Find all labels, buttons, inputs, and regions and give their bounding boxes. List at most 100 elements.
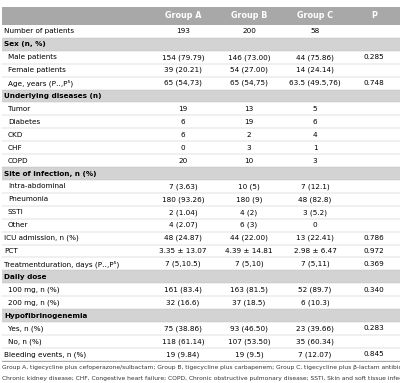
Bar: [150, 103, 216, 115]
Text: 37 (18.5): 37 (18.5): [232, 300, 266, 306]
Bar: [282, 270, 348, 283]
Text: 7 (12.1): 7 (12.1): [301, 183, 329, 190]
Text: 65 (54,73): 65 (54,73): [164, 80, 202, 86]
Bar: [150, 193, 216, 206]
Bar: [216, 90, 282, 103]
Text: Other: Other: [8, 222, 28, 228]
Text: 0: 0: [181, 145, 185, 151]
Text: 4.39 ± 14.81: 4.39 ± 14.81: [225, 248, 273, 254]
Text: 6 (10.3): 6 (10.3): [301, 300, 329, 306]
Bar: [282, 103, 348, 115]
Bar: [216, 167, 282, 180]
Bar: [282, 25, 348, 38]
Bar: [150, 270, 216, 283]
Bar: [348, 219, 400, 232]
Bar: [150, 38, 216, 51]
Bar: [2, 51, 150, 64]
Text: 200 mg, n (%): 200 mg, n (%): [8, 300, 60, 306]
Bar: [2, 296, 150, 309]
Bar: [216, 25, 282, 38]
Text: 146 (73.00): 146 (73.00): [228, 54, 270, 61]
Text: 4 (2.07): 4 (2.07): [169, 222, 197, 228]
Text: 1: 1: [313, 145, 317, 151]
Text: 0.845: 0.845: [364, 351, 384, 357]
Text: 52 (89.7): 52 (89.7): [298, 286, 332, 293]
Text: 19: 19: [178, 106, 188, 112]
Bar: [348, 348, 400, 361]
Bar: [348, 270, 400, 283]
Bar: [348, 167, 400, 180]
Bar: [216, 283, 282, 296]
Text: Group B: Group B: [231, 11, 267, 20]
Bar: [150, 322, 216, 335]
Text: 0.748: 0.748: [364, 80, 384, 86]
Bar: [216, 115, 282, 128]
Bar: [2, 64, 150, 77]
Bar: [150, 77, 216, 90]
Bar: [2, 38, 150, 51]
Bar: [348, 128, 400, 141]
Text: 7 (5,11): 7 (5,11): [301, 261, 329, 267]
Bar: [348, 115, 400, 128]
Bar: [2, 154, 150, 167]
Bar: [282, 90, 348, 103]
Bar: [150, 25, 216, 38]
Bar: [348, 180, 400, 193]
Text: 7 (3.63): 7 (3.63): [169, 183, 197, 190]
Bar: [282, 296, 348, 309]
Bar: [2, 322, 150, 335]
Text: Group A: Group A: [165, 11, 201, 20]
Bar: [216, 64, 282, 77]
Bar: [2, 348, 150, 361]
Text: 48 (82.8): 48 (82.8): [298, 196, 332, 203]
Bar: [282, 219, 348, 232]
Text: 200: 200: [242, 28, 256, 34]
Text: 118 (61.14): 118 (61.14): [162, 338, 204, 345]
Bar: [150, 128, 216, 141]
Bar: [216, 309, 282, 322]
Text: 20: 20: [178, 157, 188, 164]
Bar: [282, 7, 348, 25]
Text: Group C: Group C: [297, 11, 333, 20]
Bar: [348, 77, 400, 90]
Text: 107 (53.50): 107 (53.50): [228, 338, 270, 345]
Bar: [282, 206, 348, 219]
Bar: [282, 38, 348, 51]
Text: Pneumonia: Pneumonia: [8, 196, 48, 202]
Bar: [2, 180, 150, 193]
Bar: [216, 244, 282, 257]
Bar: [348, 309, 400, 322]
Bar: [282, 335, 348, 348]
Text: 19 (9.5): 19 (9.5): [235, 351, 263, 358]
Text: 44 (75.86): 44 (75.86): [296, 54, 334, 61]
Text: 32 (16.6): 32 (16.6): [166, 300, 200, 306]
Bar: [2, 25, 150, 38]
Bar: [348, 7, 400, 25]
Bar: [2, 335, 150, 348]
Bar: [216, 77, 282, 90]
Bar: [2, 283, 150, 296]
Text: 7 (5,10): 7 (5,10): [235, 261, 263, 267]
Text: 161 (83.4): 161 (83.4): [164, 286, 202, 293]
Bar: [150, 348, 216, 361]
Text: 5: 5: [313, 106, 317, 112]
Bar: [216, 206, 282, 219]
Bar: [150, 219, 216, 232]
Bar: [282, 232, 348, 244]
Bar: [216, 51, 282, 64]
Bar: [216, 193, 282, 206]
Bar: [150, 115, 216, 128]
Bar: [216, 141, 282, 154]
Bar: [282, 180, 348, 193]
Bar: [348, 193, 400, 206]
Text: 0.283: 0.283: [364, 326, 384, 332]
Bar: [282, 115, 348, 128]
Bar: [150, 51, 216, 64]
Bar: [2, 115, 150, 128]
Bar: [2, 7, 150, 25]
Bar: [216, 219, 282, 232]
Text: 4 (2): 4 (2): [240, 209, 258, 216]
Text: 19: 19: [244, 119, 254, 125]
Text: 48 (24.87): 48 (24.87): [164, 235, 202, 241]
Bar: [2, 167, 150, 180]
